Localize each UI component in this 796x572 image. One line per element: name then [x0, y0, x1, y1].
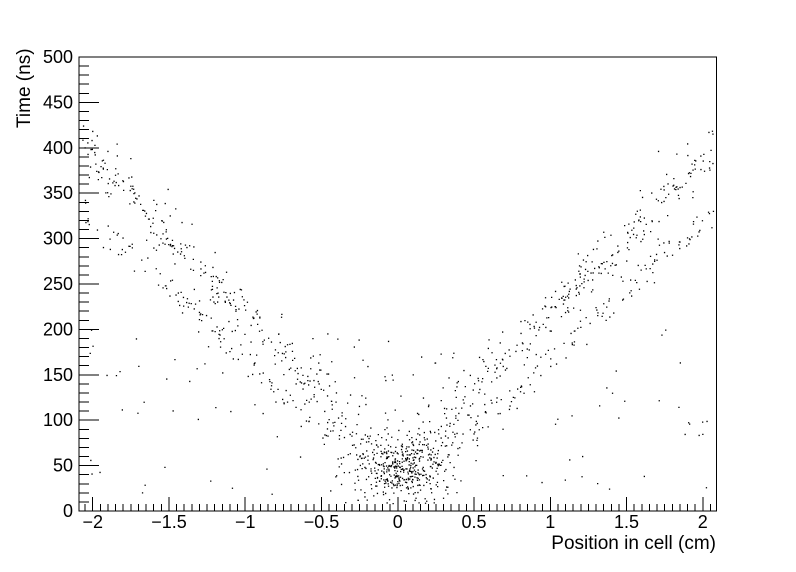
y-tick-label: 50 [53, 456, 73, 476]
y-axis-title: Time (ns) [14, 48, 35, 128]
data-points [82, 125, 715, 505]
y-tick-label: 150 [43, 365, 73, 385]
x-axis-tick-labels: −2 −1.5 −1 −0.5 0 0.5 1 1.5 2 [82, 512, 707, 532]
x-tick-label: 1 [545, 512, 555, 532]
y-tick-label: 450 [43, 92, 73, 112]
y-tick-label: 500 [43, 47, 73, 67]
plot-frame [78, 56, 717, 512]
x-tick-label: 2 [698, 512, 708, 532]
y-axis-tick-labels: 0 50 100 150 200 250 300 350 400 450 500 [43, 47, 73, 521]
x-tick-label: −1.5 [151, 512, 187, 532]
y-tick-label: 0 [63, 501, 73, 521]
y-tick-label: 200 [43, 319, 73, 339]
y-tick-label: 250 [43, 274, 73, 294]
x-tick-label: −1 [235, 512, 256, 532]
x-axis-title: Position in cell (cm) [551, 533, 716, 554]
axis-ticks [79, 56, 711, 512]
y-tick-label: 350 [43, 183, 73, 203]
x-tick-label: 0.5 [461, 512, 486, 532]
x-tick-label: 1.5 [614, 512, 639, 532]
plot-frame-border [78, 56, 717, 512]
x-tick-label: 0 [393, 512, 403, 532]
y-tick-label: 400 [43, 138, 73, 158]
y-tick-label: 300 [43, 229, 73, 249]
y-tick-label: 100 [43, 410, 73, 430]
x-tick-label: −0.5 [304, 512, 340, 532]
scatter-points-path [82, 125, 715, 505]
x-tick-label: −2 [82, 512, 103, 532]
